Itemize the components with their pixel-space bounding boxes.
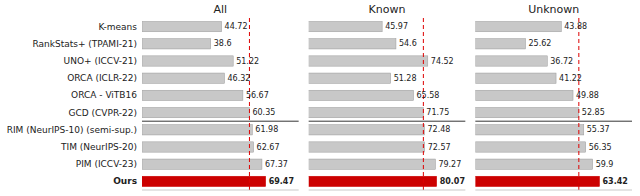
bar <box>475 90 573 100</box>
bar <box>475 39 525 49</box>
bars <box>309 18 437 190</box>
category-label: ORCA - ViTB16 <box>71 90 137 100</box>
data-label: 63.42 <box>603 177 628 186</box>
separator <box>475 121 632 122</box>
data-label: 25.62 <box>529 39 552 48</box>
bar <box>309 90 414 100</box>
reference-line <box>578 18 579 190</box>
data-label: 51.28 <box>394 74 417 83</box>
bar <box>475 73 556 83</box>
category-label: Ours <box>113 176 137 186</box>
data-label: 74.52 <box>431 57 454 66</box>
data-label: 71.75 <box>426 108 449 117</box>
bar <box>142 21 222 31</box>
data-label: 44.72 <box>225 22 248 31</box>
category-label: RankStats+ (TPAMI-21) <box>32 39 137 49</box>
panel: Known 45.97 54.6 74.52 51.2865.58 71.75 72.48 7… <box>309 3 466 190</box>
bar <box>475 107 578 117</box>
data-label: 61.98 <box>255 125 278 134</box>
panel-title: All <box>214 3 228 16</box>
data-label: 41.22 <box>559 74 582 83</box>
bar <box>475 176 599 186</box>
category-label: PIM (ICCV-23) <box>76 159 137 169</box>
category-label: ORCA (ICLR-22) <box>67 73 137 83</box>
bar <box>309 159 436 169</box>
x-axis <box>142 190 299 191</box>
panel: Unknown 43.88 25.62 36.72 41.22 49.88 52.85 55.… <box>475 3 632 190</box>
panel-title: Known <box>369 3 406 16</box>
data-label: 38.6 <box>214 39 232 48</box>
bar <box>309 107 424 117</box>
bar <box>309 73 391 83</box>
data-label: 56.67 <box>246 91 269 100</box>
data-label: 65.58 <box>417 91 440 100</box>
bar <box>475 56 547 66</box>
bar <box>142 107 249 117</box>
bars <box>142 18 266 190</box>
data-label: 62.67 <box>257 143 280 152</box>
data-label: 43.88 <box>564 22 587 31</box>
data-label: 56.35 <box>589 143 612 152</box>
bar <box>309 56 428 66</box>
separator <box>142 121 299 122</box>
bar <box>475 142 585 152</box>
data-label: 52.85 <box>582 108 605 117</box>
data-label: 67.37 <box>265 160 288 169</box>
reference-line <box>423 18 424 190</box>
panel-title: Unknown <box>528 3 579 16</box>
category-label: RIM (NeurIPS-10) (semi-sup.) <box>7 125 137 135</box>
category-label: TIM (NeurIPS-20) <box>60 142 137 152</box>
bar <box>475 125 583 135</box>
category-label: GCD (CVPR-22) <box>68 108 137 118</box>
data-label: 49.88 <box>576 91 599 100</box>
data-label: 46.32 <box>227 74 250 83</box>
bar <box>475 21 561 31</box>
bar <box>142 73 224 83</box>
data-label: 72.48 <box>428 125 451 134</box>
bar <box>142 56 233 66</box>
bar <box>309 125 425 135</box>
data-label: 55.37 <box>587 125 610 134</box>
data-label: 69.47 <box>269 177 294 186</box>
data-label: 36.72 <box>550 57 573 66</box>
bar <box>142 90 243 100</box>
data-label: 54.6 <box>399 39 417 48</box>
bar <box>309 39 396 49</box>
panel: All 44.72 38.6 51.22 46.32 56.67 60.35 61.98 62.… <box>7 3 299 190</box>
data-label: 45.97 <box>385 22 408 31</box>
data-label: 60.35 <box>252 108 275 117</box>
reference-line <box>249 18 250 190</box>
category-label: K-means <box>99 22 138 32</box>
bar <box>142 39 211 49</box>
bar <box>142 125 252 135</box>
data-label: 80.07 <box>440 177 465 186</box>
bars <box>475 18 599 190</box>
bar <box>475 159 592 169</box>
bar <box>309 142 425 152</box>
bar <box>309 176 437 186</box>
bar <box>142 159 262 169</box>
bar <box>142 176 266 186</box>
data-label: 51.22 <box>236 57 259 66</box>
chart: All 44.72 38.6 51.22 46.32 56.67 60.35 61.98 62.… <box>0 0 640 196</box>
bar <box>309 21 382 31</box>
bar <box>142 142 254 152</box>
data-label: 72.57 <box>428 143 451 152</box>
data-label: 59.9 <box>596 160 614 169</box>
category-label: UNO+ (ICCV-21) <box>64 56 137 66</box>
x-axis <box>309 190 466 191</box>
data-label: 79.27 <box>438 160 461 169</box>
x-axis <box>475 190 632 191</box>
separator <box>309 121 466 122</box>
